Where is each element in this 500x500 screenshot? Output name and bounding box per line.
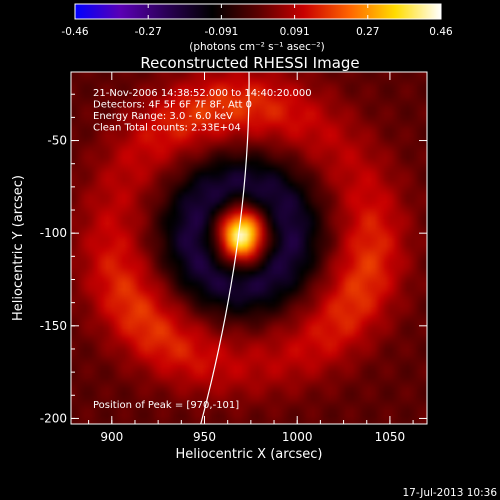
colorbar-tick-label: 0.091 [280, 26, 310, 38]
annotation-line: Energy Range: 3.0 - 6.0 keV [93, 111, 233, 122]
y-tick-label: -150 [40, 319, 67, 333]
annotations: 21-Nov-2006 14:38:52.000 to 14:40:20.000… [93, 88, 312, 134]
solar-limb [200, 72, 250, 424]
colorbar-tick-label: -0.46 [61, 26, 88, 38]
y-axis-label: Heliocentric Y (arcsec) [11, 175, 26, 321]
y-tick-label: -50 [47, 134, 67, 148]
colorbar-tick-label: -0.091 [204, 26, 238, 38]
annotation-line: 21-Nov-2006 14:38:52.000 to 14:40:20.000 [93, 88, 312, 99]
axis-ticks: 900 950 1000 1050 -50 -100 -150 -200 [40, 72, 427, 444]
chart-title: Reconstructed RHESSI Image [140, 54, 359, 72]
x-axis-label: Heliocentric X (arcsec) [176, 447, 323, 462]
annotation-line: Detectors: 4F 5F 6F 7F 8F, Att 0 [93, 100, 252, 111]
heatmap-image [71, 72, 427, 424]
colorbar-strip [74, 3, 442, 20]
x-tick-label: 950 [193, 430, 216, 444]
timestamp-footer: 17-Jul-2013 10:36 [402, 487, 497, 499]
peak-label: Position of Peak = [970,-101] [93, 400, 239, 411]
colorbar-tick-label: -0.27 [135, 26, 162, 38]
colorbar-units: (photons cm⁻² s⁻¹ asec⁻²) [189, 41, 324, 53]
plot-frame [70, 71, 428, 425]
annotation-line: Clean Total counts: 2.33E+04 [93, 123, 241, 134]
x-tick-label: 1050 [375, 430, 406, 444]
x-tick-label: 1000 [282, 430, 313, 444]
y-tick-label: -200 [40, 411, 67, 425]
colorbar-tick-label: 0.27 [356, 26, 379, 38]
x-tick-label: 900 [100, 430, 123, 444]
colorbar-tick-label: 0.46 [429, 26, 453, 38]
colorbar: -0.46 -0.27 -0.091 0.091 0.27 0.46 (photons c… [61, 3, 453, 53]
y-tick-label: -100 [40, 226, 67, 240]
